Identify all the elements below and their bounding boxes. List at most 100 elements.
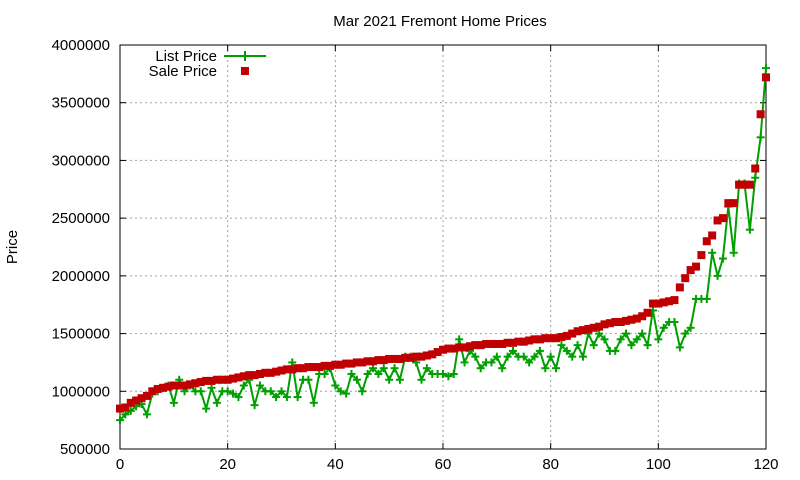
sale-price-point <box>519 337 528 346</box>
sale-price-point <box>406 353 415 362</box>
list-price-point <box>255 381 264 390</box>
list-price-point <box>508 346 517 355</box>
sale-price-point <box>622 316 631 325</box>
sale-price-point <box>212 375 221 384</box>
y-tick-label: 4000000 <box>52 37 110 54</box>
list-price-point <box>573 341 582 350</box>
sale-price-point <box>191 379 200 388</box>
sale-price-point <box>713 216 722 225</box>
list-price-point <box>503 352 512 361</box>
sale-price-point <box>433 348 442 357</box>
list-price-point <box>223 387 232 396</box>
sale-price-point <box>568 329 577 338</box>
sale-price-point <box>293 364 302 373</box>
x-tick-label: 0 <box>116 456 124 473</box>
list-price-point <box>638 329 647 338</box>
sale-price-point <box>611 318 620 327</box>
list-price-point <box>487 358 496 367</box>
y-tick-label: 2000000 <box>52 268 110 285</box>
sale-price-point <box>417 352 426 361</box>
list-price-point <box>611 346 620 355</box>
list-price-point <box>568 352 577 361</box>
list-price-point <box>589 341 598 350</box>
y-tick-label: 1000000 <box>52 383 110 400</box>
sale-price-point <box>460 343 469 352</box>
sale-price-point <box>498 339 507 348</box>
sale-price-point <box>482 339 491 348</box>
list-price-point <box>277 387 286 396</box>
sale-price-point <box>255 369 264 378</box>
sale-price-point <box>627 315 636 324</box>
chart-title: Mar 2021 Fremont Home Prices <box>333 13 546 30</box>
list-price-point <box>250 401 259 410</box>
list-price-point <box>169 398 178 407</box>
sale-price-point <box>735 180 744 189</box>
sale-price-point <box>288 365 297 374</box>
sale-price-point <box>692 262 701 271</box>
y-tick-label: 500000 <box>60 441 110 458</box>
sale-price-point <box>670 296 679 305</box>
sale-price-point <box>137 394 146 403</box>
y-axis-label: Price <box>4 230 21 264</box>
list-price-point <box>304 375 313 384</box>
sale-price-point <box>250 371 259 380</box>
sale-price-point <box>299 364 308 373</box>
x-tick-label: 40 <box>327 456 344 473</box>
sale-price-point <box>325 361 334 370</box>
legend-label-sale-price: Sale Price <box>149 63 217 80</box>
sale-price-point <box>525 336 534 345</box>
sale-price-point <box>724 199 733 208</box>
sale-price-point <box>202 376 211 385</box>
sale-price-point <box>239 372 248 381</box>
y-tick-label: 1500000 <box>52 326 110 343</box>
sale-price-point <box>412 352 421 361</box>
sale-price-point <box>605 319 614 328</box>
sale-price-point <box>315 363 324 372</box>
list-price-point <box>207 383 216 392</box>
sale-price-point <box>578 326 587 335</box>
sale-price-point <box>374 356 383 365</box>
list-price-point <box>557 341 566 350</box>
sale-price-point <box>508 338 517 347</box>
sale-price-point <box>638 312 647 321</box>
list-price-point <box>385 375 394 384</box>
list-price-point <box>530 352 539 361</box>
list-price-point <box>331 381 340 390</box>
list-price-point <box>708 248 717 257</box>
sale-price-point <box>148 387 157 396</box>
list-price-point <box>369 364 378 373</box>
list-price-point <box>417 375 426 384</box>
list-price-point <box>627 341 636 350</box>
sale-price-point <box>632 314 641 323</box>
sale-price-point <box>514 337 523 346</box>
list-price-point <box>643 341 652 350</box>
sale-price-point <box>363 357 372 366</box>
sale-price-point <box>207 376 216 385</box>
sale-price-point <box>439 345 447 354</box>
list-price-point <box>455 335 464 344</box>
legend-marker-sale-price <box>241 67 249 75</box>
sale-price-point <box>503 338 512 347</box>
list-price-point <box>552 364 561 373</box>
list-price-point <box>546 352 555 361</box>
sale-price-point <box>444 344 453 353</box>
list-price-point <box>352 375 361 384</box>
list-price-point <box>654 335 663 344</box>
sale-price-point <box>595 322 604 331</box>
sale-price-point <box>401 353 410 362</box>
list-price-point <box>358 387 367 396</box>
sale-price-point <box>552 334 561 343</box>
sale-price-point <box>465 342 474 351</box>
list-price-point <box>142 410 151 419</box>
list-price-point <box>492 352 501 361</box>
sale-price-point <box>428 350 437 359</box>
sale-price-point <box>471 341 480 350</box>
list-price-point <box>578 352 587 361</box>
list-price-point <box>460 358 469 367</box>
axes: 0 20 40 60 80 100 120 500000 1000000 1500000 20000… <box>52 37 779 473</box>
sale-price-point <box>535 335 544 344</box>
list-price-point <box>202 404 211 413</box>
sale-price-point <box>336 360 345 369</box>
list-price-point <box>116 416 124 425</box>
list-price-point <box>229 389 238 398</box>
